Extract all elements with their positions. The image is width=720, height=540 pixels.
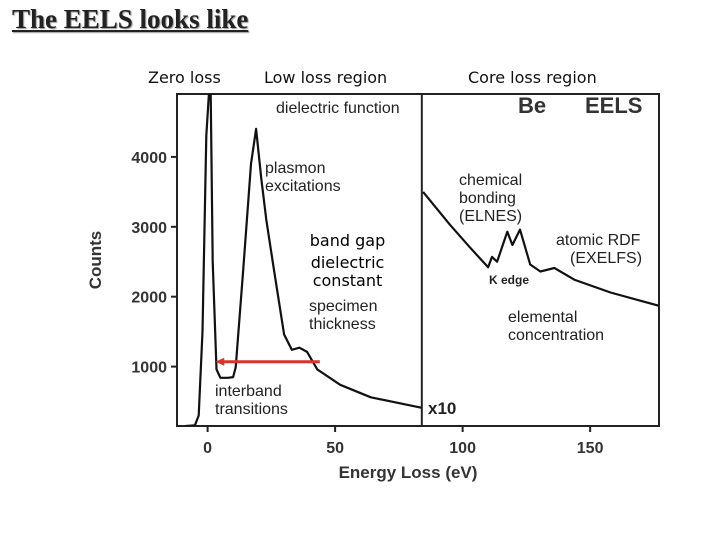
annotation-band-gap: band gap dielectric constant [309,231,386,290]
y-tick-label: 1000 [131,360,167,377]
series-line-0 [185,94,423,426]
y-tick-label: 2000 [131,290,167,307]
x-axis-label: Energy Loss (eV) [339,463,478,482]
annotation-atomic-rdf: atomic RDF (EXELFS) [556,232,643,267]
annotation-interband: interband transitions [215,383,288,418]
slide-title: The EELS looks like [12,4,249,34]
region-label-zero-loss: Zero loss [148,68,221,87]
x-tick-label: 100 [449,440,476,457]
annotation-plasmon: plasmon excitations [265,160,341,195]
plot-frame [176,93,660,427]
annotation-elemental-concentration: elemental concentration [508,309,605,344]
x-tick-label: 50 [326,440,344,457]
series-line-1 [422,191,659,307]
chart-title-be: Be [518,93,547,118]
annotation-dielectric-function: dielectric function [276,100,400,117]
chart-title-eels: EELS [585,93,643,118]
annotation-chemical-bonding: chemical bonding (ELNES) [459,172,523,225]
region-label-core-loss: Core loss region [468,68,597,87]
region-label-low-loss: Low loss region [264,68,388,87]
annotation-k-edge: K edge [489,273,530,287]
annotation-specimen-thickness: specimen thickness [309,298,378,333]
y-axis-label: Counts [86,231,105,290]
y-tick-label: 3000 [131,220,167,237]
scale-label-x10: x10 [428,399,457,418]
red-arrow-head [215,357,225,366]
x-tick-label: 150 [577,440,604,457]
y-tick-label: 4000 [131,150,167,167]
x-tick-label: 0 [203,440,212,457]
